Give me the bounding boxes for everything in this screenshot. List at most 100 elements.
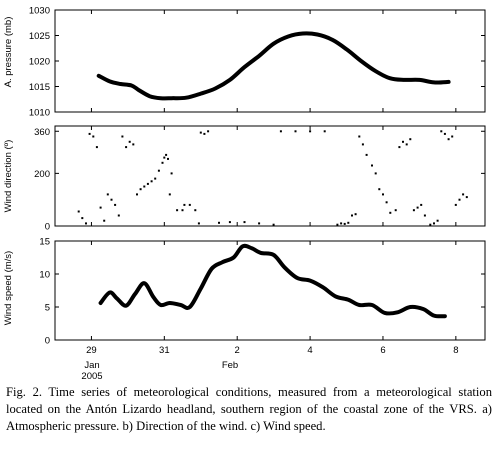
date-tick-label: 2 (235, 345, 240, 356)
wind-direction-point (409, 138, 412, 141)
wind-direction-point (188, 203, 191, 206)
wind-direction-point (110, 198, 113, 201)
pressure-ytick-label: 1025 (29, 31, 50, 42)
wind-direction-point (163, 156, 166, 159)
wind-direction-point (309, 130, 312, 133)
wind-direction-point (85, 222, 87, 225)
wind-direction-point (447, 138, 450, 141)
wind-direction-point (365, 153, 368, 156)
wind-direction-point (183, 203, 186, 206)
wind-direction-point (207, 130, 210, 133)
wind-direction-point (385, 201, 388, 204)
wind-speed-axis-label: Wind speed (m/s) (3, 251, 14, 325)
wind-direction-point (340, 222, 343, 225)
wind-direction-point (181, 209, 184, 212)
wind-direction-point (279, 130, 282, 133)
wind-direction-point (382, 193, 384, 196)
wind-direction-point (136, 193, 138, 196)
pressure-ytick-label: 1030 (29, 6, 50, 17)
wind-direction-point (374, 172, 377, 175)
direction-ytick-label: 360 (34, 127, 50, 138)
wind-direction-point (92, 135, 95, 138)
wind-direction-point (347, 221, 350, 224)
wind-direction-point (420, 203, 423, 206)
wind-direction-axis-label: Wind direction (º) (3, 140, 14, 213)
wind-direction-point (243, 221, 246, 224)
month-label-feb: Feb (222, 360, 238, 371)
wind-direction-point (423, 214, 426, 217)
wind-direction-point (128, 140, 131, 143)
wind-direction-point (157, 169, 160, 172)
speed-ytick-label: 0 (45, 336, 50, 347)
direction-plot-frame (54, 125, 486, 227)
wind-direction-point (294, 130, 297, 133)
wind-direction-point (146, 182, 149, 185)
pressure-series-line (96, 31, 451, 101)
wind-direction-point (125, 146, 128, 149)
wind-direction-point (121, 135, 124, 138)
wind-direction-point (416, 206, 419, 209)
date-axis-labels: Jan 2005 Feb (81, 360, 238, 380)
wind-direction-point (150, 180, 153, 183)
wind-direction-point (343, 222, 346, 225)
wind-direction-point (402, 140, 404, 143)
wind-direction-point (465, 196, 468, 199)
wind-direction-point (354, 213, 357, 216)
speed-series-line (98, 243, 447, 319)
wind-direction-point (165, 153, 168, 156)
month-label-jan: Jan (84, 360, 99, 371)
wind-speed-panel: Wind speed (m/s) 0 5 10 15 29 31 2 4 6 8 (3, 237, 486, 356)
wind-direction-point (106, 193, 109, 196)
wind-direction-point (95, 146, 98, 149)
pressure-ytick-label: 1015 (29, 82, 50, 93)
wind-direction-point (194, 209, 197, 212)
wind-direction-point (389, 211, 392, 214)
wind-direction-point (143, 185, 146, 188)
wind-direction-point (429, 223, 432, 226)
wind-direction-panel: Wind direction (º) 0 200 360 (3, 125, 486, 233)
date-tick-label: 4 (307, 345, 312, 356)
wind-direction-point (358, 135, 361, 138)
wind-direction-point (361, 143, 364, 146)
wind-direction-point (228, 221, 231, 224)
pressure-ytick-label: 1020 (29, 57, 50, 68)
wind-direction-point (272, 223, 275, 226)
date-tick-label: 8 (453, 345, 458, 356)
direction-ytick-label: 0 (45, 222, 50, 233)
wind-direction-point (258, 222, 261, 225)
wind-direction-point (433, 222, 435, 225)
wind-direction-point (199, 131, 202, 134)
wind-direction-point (168, 193, 171, 196)
pressure-ytick-label: 1010 (29, 108, 50, 119)
date-tick-label: 29 (86, 345, 97, 356)
wind-direction-point (371, 164, 373, 167)
direction-ytick-label: 200 (34, 169, 50, 180)
wind-direction-point (436, 219, 439, 222)
wind-direction-point (99, 206, 102, 209)
wind-direction-point (218, 221, 220, 224)
wind-direction-point (176, 209, 179, 212)
wind-direction-point (197, 222, 200, 225)
pressure-plot-frame (54, 9, 486, 113)
wind-direction-point (412, 209, 415, 212)
year-label: 2005 (81, 371, 102, 380)
pressure-panel: A. pressure (mb) 1010 1015 1020 1025 1030 (3, 6, 486, 119)
date-tick-label: 31 (159, 345, 170, 356)
wind-direction-point (454, 203, 457, 206)
wind-direction-point (323, 130, 326, 133)
wind-direction-point (336, 223, 339, 226)
wind-direction-point (154, 177, 157, 180)
wind-direction-point (398, 146, 401, 149)
speed-ytick-label: 10 (39, 270, 50, 281)
wind-direction-point (161, 161, 164, 164)
wind-direction-point (117, 214, 120, 217)
wind-direction-point (451, 135, 454, 138)
wind-direction-point (88, 132, 91, 135)
wind-direction-point (81, 217, 84, 220)
date-tick-label: 6 (380, 345, 385, 356)
wind-direction-point (203, 132, 206, 135)
wind-direction-point (440, 130, 443, 133)
wind-direction-point (405, 143, 408, 146)
wind-direction-point (77, 210, 80, 213)
